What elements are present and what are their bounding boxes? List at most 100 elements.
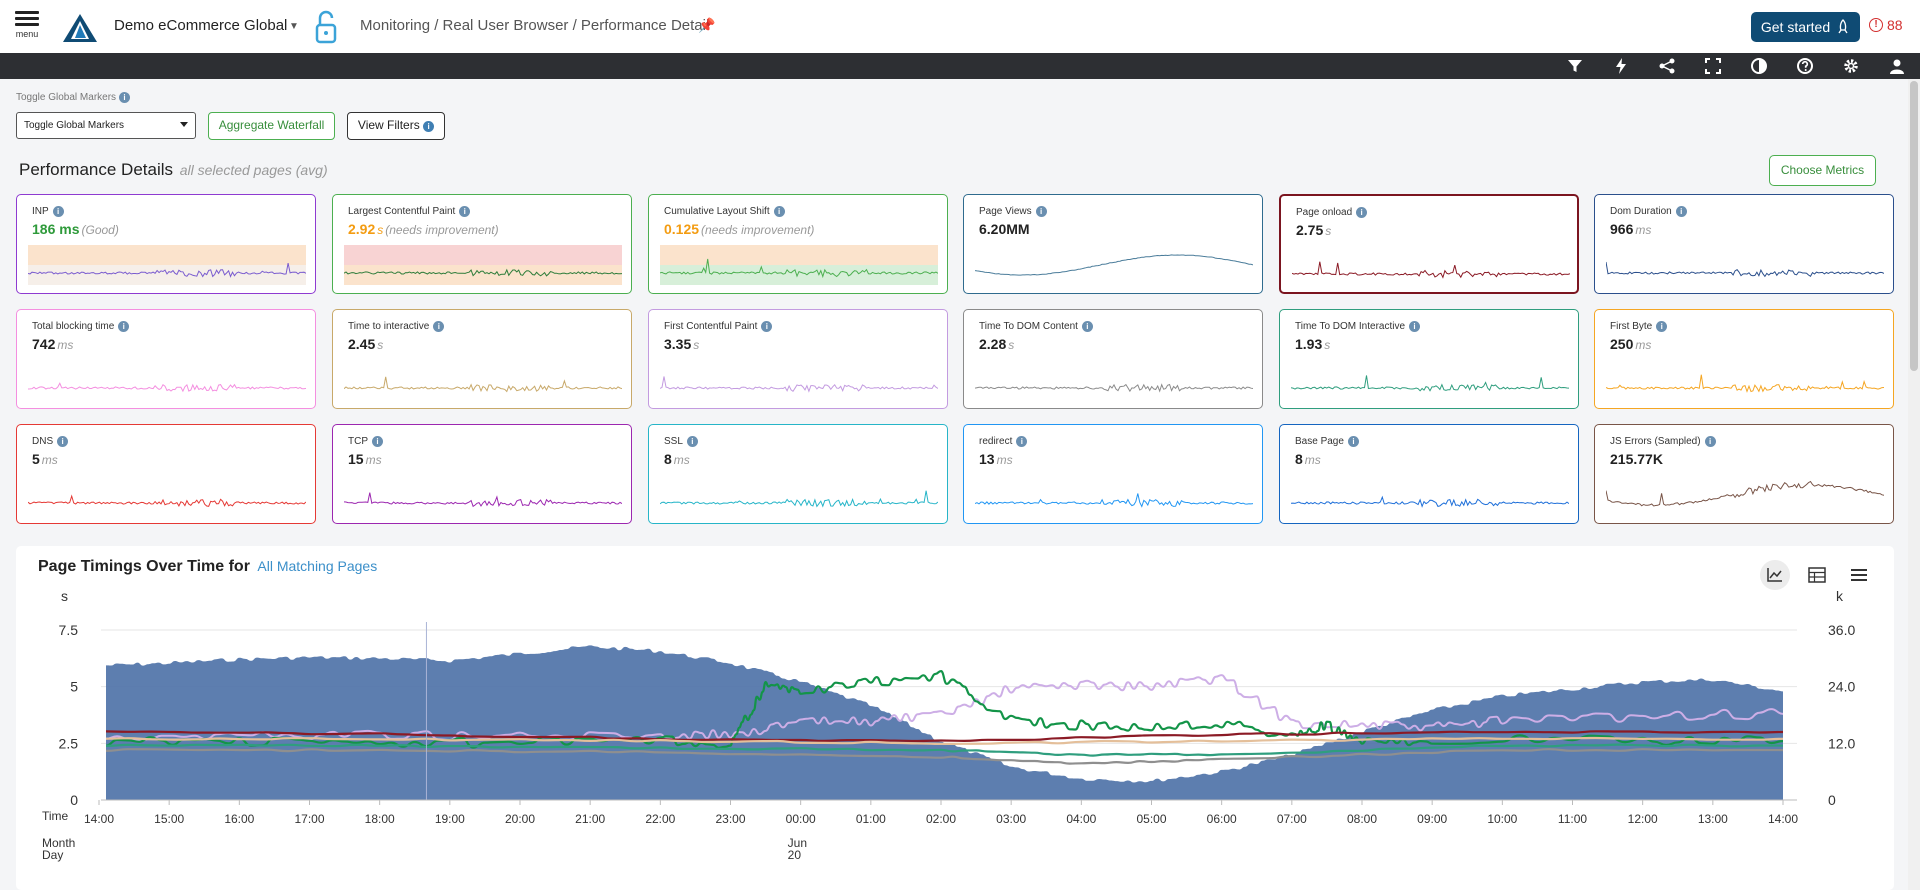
aggregate-waterfall-button[interactable]: Aggregate Waterfall — [208, 112, 335, 140]
sparkline-series — [1292, 261, 1570, 279]
metric-card[interactable]: Dom Duration i 966 ms — [1594, 194, 1894, 294]
metric-card[interactable]: Page onload i 2.75 s — [1279, 194, 1579, 294]
contrast-icon[interactable] — [1750, 57, 1768, 75]
metric-value-text: 8 — [1295, 451, 1303, 467]
metric-sparkline — [1291, 375, 1569, 392]
unlock-icon[interactable] — [314, 9, 338, 45]
performance-subtitle: all selected pages (avg) — [179, 162, 328, 178]
pin-icon[interactable]: 📌 — [698, 17, 716, 33]
metric-card[interactable]: Time To DOM Interactive i 1.93 s — [1279, 309, 1579, 409]
user-icon[interactable] — [1888, 57, 1906, 75]
org-selector[interactable]: Demo eCommerce Global — [114, 17, 288, 34]
x-tick-label: 07:00 — [1277, 812, 1307, 826]
info-icon[interactable]: i — [1347, 436, 1359, 447]
menu-button[interactable]: menu — [12, 8, 42, 48]
share-icon[interactable] — [1658, 57, 1676, 75]
metric-unit: s — [1325, 224, 1332, 238]
sparkline-series — [975, 254, 1253, 276]
menu-label: menu — [15, 29, 39, 39]
metric-card[interactable]: redirect i 13 ms — [963, 424, 1263, 524]
hamburger-menu-icon — [1851, 569, 1867, 581]
get-started-button[interactable]: Get started — [1751, 12, 1860, 42]
sparkline-series — [28, 263, 306, 278]
logo-icon[interactable] — [62, 13, 98, 43]
info-icon[interactable]: i — [1016, 436, 1028, 447]
info-icon[interactable]: i — [686, 436, 698, 447]
info-icon[interactable]: i — [459, 206, 471, 217]
metric-value-text: 2.92 — [348, 221, 376, 237]
metric-label-text: INP — [32, 206, 49, 217]
filter-icon[interactable] — [1566, 57, 1584, 75]
info-icon[interactable]: i — [1081, 321, 1093, 332]
alert-indicator[interactable]: ! 88 — [1869, 17, 1903, 33]
performance-title-text: Performance Details — [19, 160, 174, 179]
metric-card[interactable]: TCP i 15 ms — [332, 424, 632, 524]
help-icon[interactable] — [1796, 57, 1814, 75]
lightning-icon[interactable] — [1612, 57, 1630, 75]
sparkline-series — [344, 268, 622, 277]
info-icon[interactable]: i — [1356, 207, 1368, 218]
choose-metrics-button[interactable]: Choose Metrics — [1769, 155, 1876, 186]
scrollbar-thumb[interactable] — [1910, 81, 1918, 371]
metric-sparkline — [344, 245, 622, 285]
info-icon[interactable]: i — [57, 436, 69, 447]
metric-card[interactable]: Cumulative Layout Shift i 0.125 (needs impr… — [648, 194, 948, 294]
metric-label-text: DNS — [32, 436, 54, 447]
metric-card[interactable]: Page Views i 6.20MM — [963, 194, 1263, 294]
get-started-label: Get started — [1760, 19, 1831, 35]
info-icon[interactable]: i — [1656, 321, 1668, 332]
metric-unit: ms — [1635, 338, 1652, 352]
metric-value: 215.77K — [1610, 451, 1663, 467]
x-tick-label: 00:00 — [786, 812, 816, 826]
settings-icon[interactable] — [1842, 57, 1860, 75]
info-icon[interactable]: i — [433, 321, 445, 332]
metric-card[interactable]: Base Page i 8 ms — [1279, 424, 1579, 524]
page-scrollbar[interactable] — [1908, 79, 1920, 890]
metric-card[interactable]: DNS i 5 ms — [16, 424, 316, 524]
metric-label: Dom Duration i — [1610, 206, 1687, 217]
table-view-button[interactable] — [1802, 560, 1832, 590]
info-icon[interactable]: i — [1675, 206, 1687, 217]
metric-label-text: Largest Contentful Paint — [348, 206, 456, 217]
sparkline-series — [1606, 261, 1884, 278]
metric-card[interactable]: Largest Contentful Paint i 2.92 s (needs imp… — [332, 194, 632, 294]
fullscreen-icon[interactable] — [1704, 57, 1722, 75]
metric-label: Cumulative Layout Shift i — [664, 206, 785, 217]
x-tick-label: 01:00 — [856, 812, 886, 826]
metric-value-text: 186 ms — [32, 221, 80, 237]
org-caret-icon[interactable]: ▼ — [289, 21, 299, 32]
global-markers-select[interactable]: Toggle Global Markers — [16, 112, 196, 139]
x-tick-label: 15:00 — [154, 812, 184, 826]
info-icon[interactable]: i — [1704, 436, 1716, 447]
info-icon[interactable]: i — [1035, 206, 1047, 217]
sparkline-series — [1291, 375, 1569, 392]
metric-card[interactable]: First Contentful Paint i 3.35 s — [648, 309, 948, 409]
metric-sparkline — [1606, 480, 1884, 507]
info-icon[interactable]: i — [119, 92, 131, 103]
view-filters-button[interactable]: View Filters i — [347, 112, 445, 140]
metric-card[interactable]: Time To DOM Content i 2.28 s — [963, 309, 1263, 409]
metric-label-text: First Contentful Paint — [664, 321, 758, 332]
all-matching-pages-link[interactable]: All Matching Pages — [257, 558, 378, 574]
info-icon[interactable]: i — [1409, 321, 1421, 332]
info-icon[interactable]: i — [118, 321, 130, 332]
sparkline-series — [344, 492, 622, 508]
metric-card[interactable]: SSL i 8 ms — [648, 424, 948, 524]
metric-value: 1.93 s — [1295, 336, 1330, 352]
performance-details-title: Performance Details all selected pages (… — [19, 160, 328, 180]
info-icon[interactable]: i — [761, 321, 773, 332]
dark-toolbar — [0, 53, 1920, 79]
info-icon[interactable]: i — [52, 206, 64, 217]
metric-value-text: 1.93 — [1295, 336, 1323, 352]
metric-unit: ms — [365, 453, 382, 467]
line-chart-view-button[interactable] — [1760, 560, 1790, 590]
info-icon[interactable]: i — [773, 206, 785, 217]
info-icon[interactable]: i — [372, 436, 383, 447]
chart-menu-button[interactable] — [1844, 560, 1874, 590]
metric-card[interactable]: Time to interactive i 2.45 s — [332, 309, 632, 409]
metric-card[interactable]: Total blocking time i 742 ms — [16, 309, 316, 409]
metric-card[interactable]: JS Errors (Sampled) i 215.77K — [1594, 424, 1894, 524]
x-tick-label: 03:00 — [996, 812, 1026, 826]
metric-card[interactable]: INP i 186 ms (Good) — [16, 194, 316, 294]
metric-card[interactable]: First Byte i 250 ms — [1594, 309, 1894, 409]
